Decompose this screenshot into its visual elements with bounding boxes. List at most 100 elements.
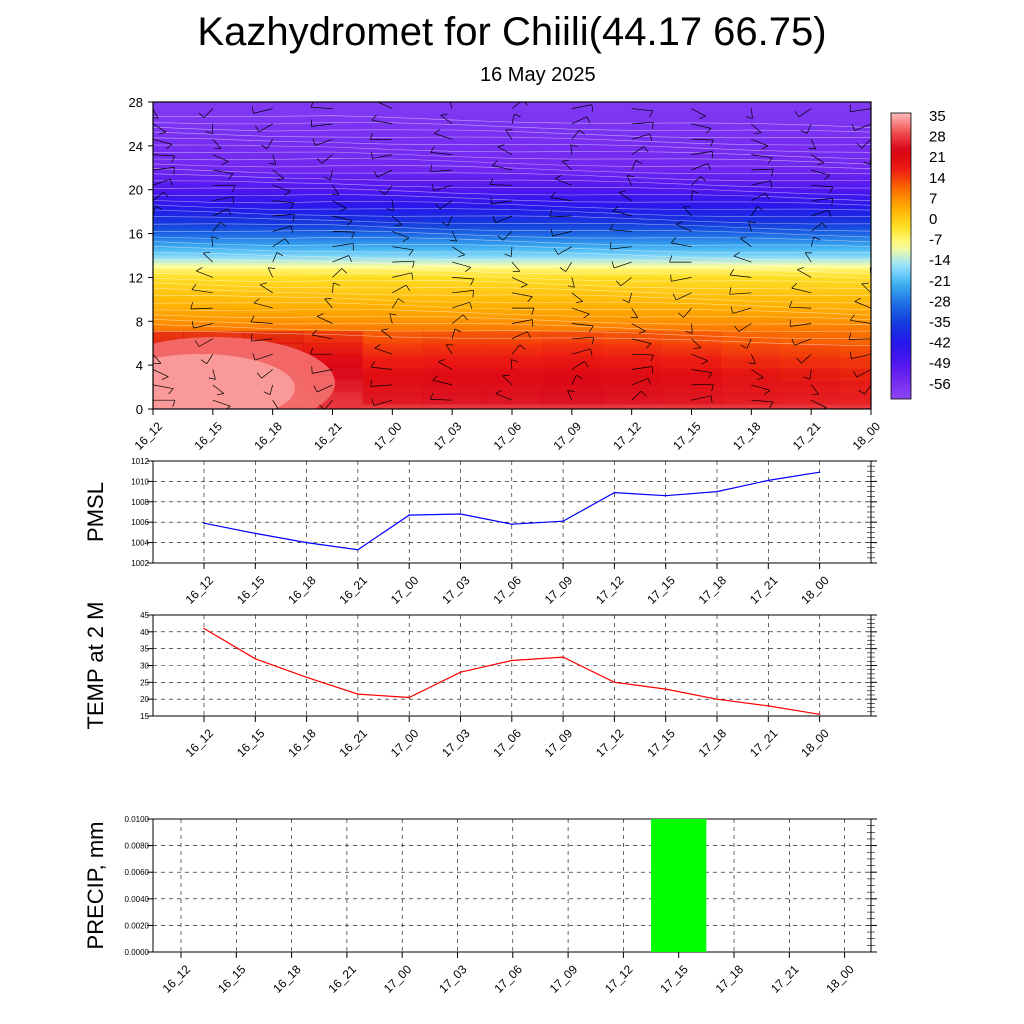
wind-barb-flag (290, 202, 295, 210)
x-tick-label: 17_09 (542, 726, 576, 760)
y-tick-label: 0.0020 (125, 921, 150, 930)
surface-cell (661, 331, 723, 345)
wind-barb (618, 192, 632, 201)
wind-barb (631, 353, 654, 356)
isotherm (153, 272, 871, 284)
y-tick-label: 20 (140, 695, 149, 704)
wind-barb-flag (615, 280, 621, 287)
y-tick-label: 1002 (131, 559, 149, 568)
heatmap-y-tick-label: 0 (136, 402, 143, 417)
wind-barb (449, 102, 453, 109)
x-tick-label: 16_15 (215, 962, 249, 996)
surface-cell (362, 391, 424, 405)
wind-barb-flag (701, 360, 708, 365)
wind-barb (251, 338, 273, 342)
wind-barb (810, 222, 823, 232)
wind-barb-flag (698, 115, 706, 120)
wind-barb-flag (730, 306, 734, 314)
isotherm (153, 246, 871, 261)
wind-barb (801, 353, 812, 364)
wind-barb-flag (311, 329, 318, 336)
wind-barb-flag (638, 330, 646, 334)
wind-barb (381, 330, 393, 340)
isotherm (153, 288, 871, 304)
wind-barb-flag (771, 169, 774, 176)
wind-barb (212, 208, 228, 217)
wind-barb-flag (753, 132, 762, 135)
wind-barb-flag (514, 113, 521, 118)
wind-barb (317, 316, 333, 324)
data-point (511, 523, 513, 525)
colorbar-label: 28 (929, 129, 946, 146)
wind-barb (571, 116, 587, 125)
wind-barb (631, 160, 637, 171)
wind-barb-flag (527, 296, 533, 303)
wind-barb-flag (800, 129, 808, 134)
y-tick-label: 0.0060 (125, 868, 150, 877)
wind-barb (613, 261, 632, 269)
wind-barb-flag (609, 242, 612, 250)
data-point (511, 659, 513, 662)
surface-cell (601, 379, 663, 393)
wind-barb-flag (650, 354, 654, 362)
wind-barb (373, 399, 393, 406)
wind-barb (206, 354, 214, 364)
wind-barb-flag (253, 298, 260, 304)
x-tick-label: 16_18 (285, 573, 319, 607)
wind-barb (439, 200, 453, 210)
wind-barb (811, 169, 830, 176)
wind-barb (798, 108, 812, 118)
wind-barb (691, 353, 708, 362)
heatmap-y-tick-label: 4 (136, 358, 143, 373)
wind-barb-flag (429, 392, 434, 400)
wind-barb (332, 243, 354, 248)
wind-barb-flag (796, 357, 802, 364)
isotherm (153, 126, 871, 139)
wind-barb-flag (550, 191, 556, 198)
surface-cell (541, 343, 603, 357)
wind-barb-flag (169, 179, 173, 186)
wind-barb-flag (371, 151, 373, 159)
wind-barb-flag (803, 376, 811, 380)
wind-barb-flag (173, 167, 175, 175)
wind-barb-flag (700, 176, 707, 182)
wind-barb-flag (284, 190, 291, 196)
surface-cell (482, 391, 543, 405)
wind-barb-flag (670, 274, 672, 282)
hot-core (153, 354, 295, 409)
chart-subtitle: 16 May 2025 (480, 64, 596, 86)
heatmap-x-tick-label: 17_18 (730, 419, 764, 453)
wind-barb (212, 369, 216, 380)
wind-barb-flag (312, 138, 316, 146)
wind-barb-flag (692, 190, 699, 194)
wind-barb (671, 277, 692, 282)
surface-cell (482, 355, 543, 369)
wind-barb-flag (583, 313, 590, 319)
x-tick-label: 17_15 (644, 726, 678, 760)
isotherm (153, 180, 871, 196)
wind-barb-flag (756, 377, 764, 380)
data-point (357, 548, 359, 551)
wind-barb (433, 184, 453, 192)
wind-barb (571, 307, 590, 315)
wind-barb-flag (172, 400, 176, 408)
wind-barb (691, 383, 714, 386)
isotherm (153, 157, 871, 169)
wind-barb-flag (333, 282, 340, 286)
wind-barb (332, 255, 349, 263)
wind-barb (555, 178, 572, 186)
wind-barb-flag (797, 266, 805, 271)
wind-barb (751, 384, 770, 391)
wind-barb (511, 261, 521, 272)
wind-barb-flag (277, 178, 285, 181)
wind-barb (332, 215, 353, 221)
wind-barb (691, 163, 708, 171)
wind-barb-flag (405, 284, 411, 292)
wind-barb-flag (190, 302, 193, 310)
wind-barb (740, 237, 752, 247)
wind-barb (676, 223, 692, 232)
chart-title: Kazhydromet for Chiili(44.17 66.75) (197, 10, 827, 54)
wind-barb (212, 384, 225, 394)
surface-cell (601, 367, 663, 381)
y-tick-label: 1010 (131, 477, 149, 486)
